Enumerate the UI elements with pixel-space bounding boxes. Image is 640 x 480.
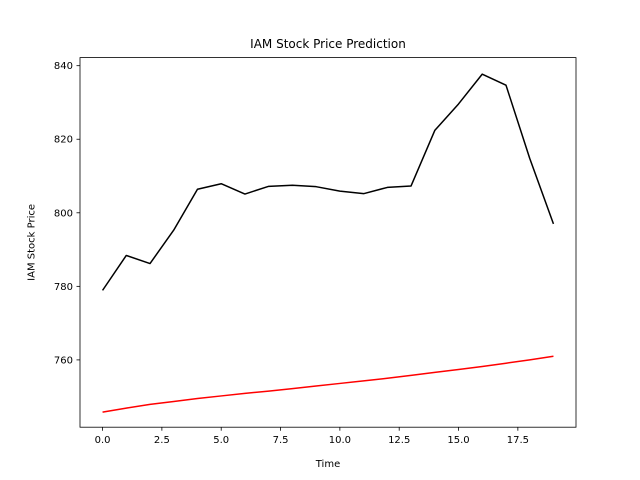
x-tick-label: 10.0 xyxy=(329,435,351,446)
y-tick-label: 780 xyxy=(54,282,73,293)
x-tick-label: 15.0 xyxy=(447,435,469,446)
chart-title: IAM Stock Price Prediction xyxy=(250,37,406,51)
y-tick-label: 820 xyxy=(54,135,73,146)
x-tick-label: 0.0 xyxy=(95,435,111,446)
y-tick-label: 760 xyxy=(54,355,73,366)
y-tick-label: 840 xyxy=(54,61,73,72)
x-tick-label: 7.5 xyxy=(273,435,289,446)
plot-area xyxy=(80,57,576,428)
y-axis-label: IAM Stock Price xyxy=(27,204,38,281)
plot-frame xyxy=(79,57,577,428)
x-tick-label: 12.5 xyxy=(388,435,410,446)
series-layer xyxy=(101,73,555,413)
x-tick-label: 17.5 xyxy=(507,435,529,446)
series-line-1 xyxy=(101,73,555,291)
x-tick-label: 2.5 xyxy=(154,435,170,446)
y-tick-label: 800 xyxy=(54,208,73,219)
axes-layer: 0.0 2.5 5.0 7.5 10.0 12.5 15.0 17.5 760 780 800 820… xyxy=(54,61,529,446)
x-tick-label: 5.0 xyxy=(213,435,229,446)
series-line-2 xyxy=(102,355,554,413)
x-axis-label: Time xyxy=(315,459,340,470)
